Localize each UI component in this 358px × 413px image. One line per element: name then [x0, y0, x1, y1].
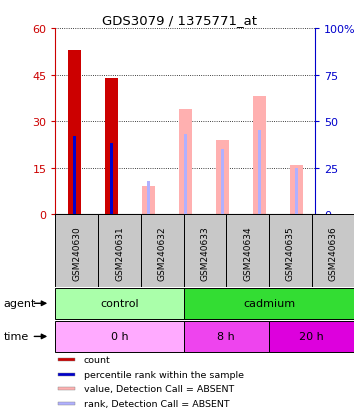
Bar [269, 215, 312, 287]
Text: GSM240635: GSM240635 [286, 225, 295, 280]
Bar [226, 215, 269, 287]
Bar [269, 321, 354, 352]
Bar [184, 288, 354, 319]
Bar [184, 215, 226, 287]
Text: GSM240636: GSM240636 [329, 225, 338, 280]
Bar [184, 135, 187, 215]
Bar [141, 215, 184, 287]
Bar [58, 402, 75, 405]
Text: rank, Detection Call = ABSENT: rank, Detection Call = ABSENT [84, 399, 229, 408]
Bar [184, 321, 269, 352]
Bar [68, 50, 81, 215]
Bar [98, 215, 141, 287]
Text: GSM240631: GSM240631 [115, 225, 124, 280]
Bar [58, 373, 75, 376]
Bar [147, 181, 150, 215]
Text: agent: agent [4, 299, 36, 309]
Text: time: time [4, 332, 29, 342]
Bar [73, 137, 76, 215]
Bar [312, 215, 354, 287]
Bar [216, 140, 229, 215]
Bar [110, 144, 113, 215]
Text: 8 h: 8 h [217, 332, 235, 342]
Text: GSM240632: GSM240632 [158, 225, 167, 280]
Bar [290, 165, 303, 215]
Text: 20 h: 20 h [299, 332, 324, 342]
Bar [55, 288, 184, 319]
Bar [295, 169, 298, 215]
Bar [105, 78, 117, 215]
Text: GSM240630: GSM240630 [72, 225, 81, 280]
Bar [55, 215, 98, 287]
Text: control: control [100, 299, 139, 309]
Text: percentile rank within the sample: percentile rank within the sample [84, 370, 244, 379]
Bar [142, 187, 155, 215]
Bar [58, 387, 75, 390]
Text: count: count [84, 355, 111, 364]
Bar [253, 97, 266, 215]
Bar [221, 150, 224, 215]
Text: value, Detection Call = ABSENT: value, Detection Call = ABSENT [84, 385, 234, 393]
Bar [55, 321, 184, 352]
Text: GSM240634: GSM240634 [243, 225, 252, 280]
Bar [258, 131, 261, 215]
Text: cadmium: cadmium [243, 299, 295, 309]
Text: GDS3079 / 1375771_at: GDS3079 / 1375771_at [102, 14, 256, 27]
Text: GSM240633: GSM240633 [200, 225, 209, 280]
Bar [179, 109, 192, 215]
Bar [58, 358, 75, 361]
Text: 0 h: 0 h [111, 332, 129, 342]
